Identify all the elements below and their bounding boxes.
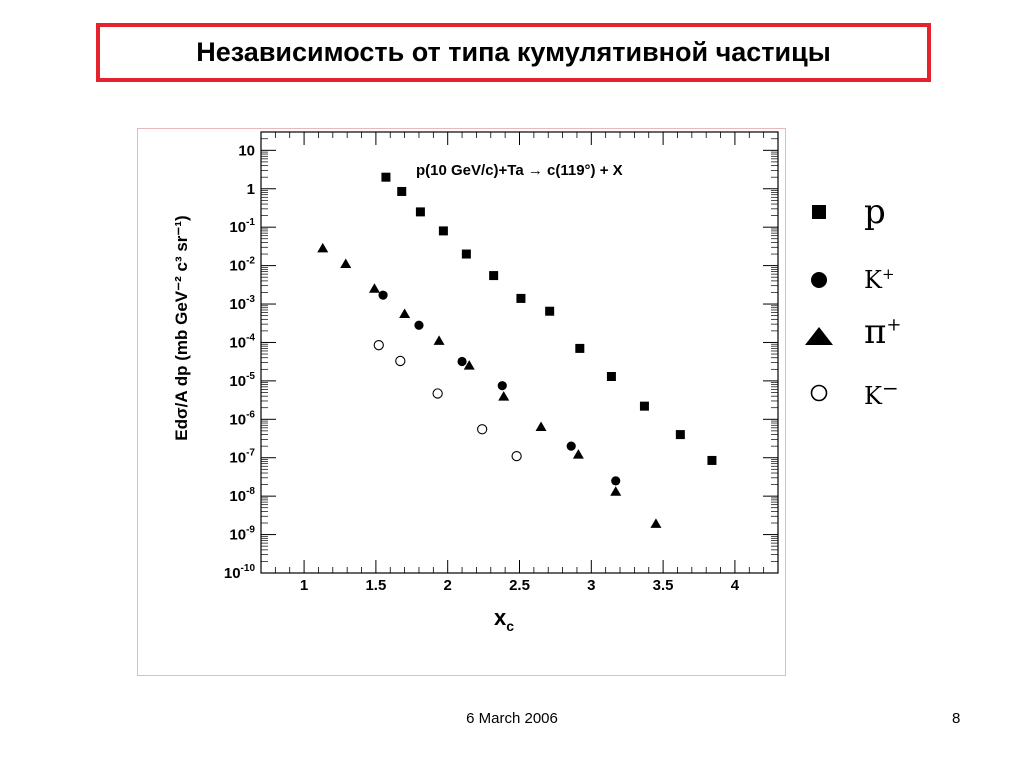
data-point-p xyxy=(606,372,616,382)
data-point-p xyxy=(381,172,391,182)
data-point-p xyxy=(639,401,649,411)
slide-title: Независимость от типа кумулятивной части… xyxy=(196,37,831,67)
y-tick-label: 10-3 xyxy=(229,294,255,313)
y-tick-label: 10-5 xyxy=(229,371,255,390)
slide-title-box: Независимость от типа кумулятивной части… xyxy=(97,24,930,81)
filled-circle-icon xyxy=(811,272,827,288)
legend-label-pi-plus: π+ xyxy=(864,312,902,352)
open-circle-icon xyxy=(810,384,828,402)
axes xyxy=(260,131,779,574)
legend: p K+ π+ K− xyxy=(800,190,1000,420)
y-tick-label: 10-8 xyxy=(229,486,255,505)
y-axis-label: Edσ/A dp (mb GeV⁻² c³ sr⁻¹) xyxy=(172,215,191,440)
data-point-pi-plus xyxy=(610,486,622,496)
data-point-pi-plus xyxy=(650,518,662,528)
data-point-pi-plus xyxy=(572,449,584,459)
data-point-pi-plus xyxy=(463,360,475,370)
data-point-p xyxy=(489,271,499,281)
data-point-k-minus xyxy=(477,424,488,435)
filled-square-icon xyxy=(812,205,826,219)
data-point-k-plus xyxy=(566,441,576,451)
legend-label-k-minus: K− xyxy=(864,376,899,410)
y-tick-label: 10-1 xyxy=(229,217,255,236)
legend-item-p: p xyxy=(800,190,1000,232)
data-point-p xyxy=(415,207,425,217)
data-points xyxy=(317,172,717,528)
data-point-k-plus xyxy=(414,320,424,330)
data-point-p xyxy=(675,430,685,440)
data-point-k-plus xyxy=(497,381,507,391)
chart-annotation: p(10 GeV/c)+Ta → c(119°) + X xyxy=(416,162,623,179)
filled-triangle-icon xyxy=(805,327,833,345)
x-tick-label: 1 xyxy=(300,577,308,594)
data-point-pi-plus xyxy=(535,421,547,432)
tick-labels: 1 1.5 2 2.5 3 3.5 4 10-10 10-9 10-8 10-7 10-6 10-5 10… xyxy=(224,142,740,594)
x-axis-label-sub: c xyxy=(506,618,514,634)
data-point-k-minus xyxy=(511,450,522,462)
data-point-k-plus xyxy=(457,356,467,367)
data-point-p xyxy=(707,455,717,465)
data-point-p xyxy=(575,343,585,353)
y-tick-label: 10 xyxy=(238,142,255,159)
page-number: 8 xyxy=(952,710,961,727)
footer-date: 6 March 2006 xyxy=(466,710,558,727)
data-point-p xyxy=(545,306,555,316)
chart-frame xyxy=(137,128,786,676)
legend-item-pi-plus: π+ xyxy=(800,312,1000,358)
legend-item-k-minus: K− xyxy=(800,373,1000,413)
data-point-k-plus xyxy=(378,290,388,300)
data-point-pi-plus xyxy=(317,242,329,253)
data-point-pi-plus xyxy=(498,391,510,401)
scatter-chart: 1 1.5 2 2.5 3 3.5 4 10-10 10-9 10-8 10-7 10-6 10-5 10… xyxy=(172,131,779,634)
x-tick-label: 2.5 xyxy=(509,577,530,594)
x-tick-label: 2 xyxy=(444,577,452,594)
data-point-p xyxy=(438,226,448,236)
legend-item-k-plus: K+ xyxy=(800,260,1000,300)
data-point-pi-plus xyxy=(368,283,380,293)
y-tick-label: 1 xyxy=(247,181,255,198)
y-tick-label: 10-6 xyxy=(229,409,255,428)
legend-label-k-plus: K+ xyxy=(864,265,895,294)
data-point-k-plus xyxy=(611,476,621,486)
legend-label-p: p xyxy=(864,192,886,232)
y-tick-label: 10-7 xyxy=(229,448,255,467)
y-tick-label: 10-4 xyxy=(229,332,255,351)
data-point-p xyxy=(516,293,526,303)
x-tick-label: 3.5 xyxy=(653,577,674,594)
y-tick-label: 10-2 xyxy=(229,256,255,275)
plot-area-frame xyxy=(260,131,779,574)
data-point-k-minus xyxy=(395,355,406,367)
y-tick-label: 10-10 xyxy=(224,563,256,582)
data-point-k-minus xyxy=(432,388,443,399)
data-point-pi-plus xyxy=(399,308,411,319)
data-point-pi-plus xyxy=(433,335,445,345)
x-tick-label: 4 xyxy=(731,577,740,594)
data-point-k-minus xyxy=(373,340,384,351)
x-axis-label-main: x xyxy=(494,605,507,630)
x-tick-label: 3 xyxy=(587,577,595,594)
data-point-p xyxy=(397,186,407,196)
x-tick-label: 1.5 xyxy=(365,577,386,594)
data-point-pi-plus xyxy=(340,258,352,269)
x-axis-label: xc xyxy=(494,605,514,634)
y-tick-label: 10-9 xyxy=(229,525,255,544)
data-point-p xyxy=(461,249,471,259)
